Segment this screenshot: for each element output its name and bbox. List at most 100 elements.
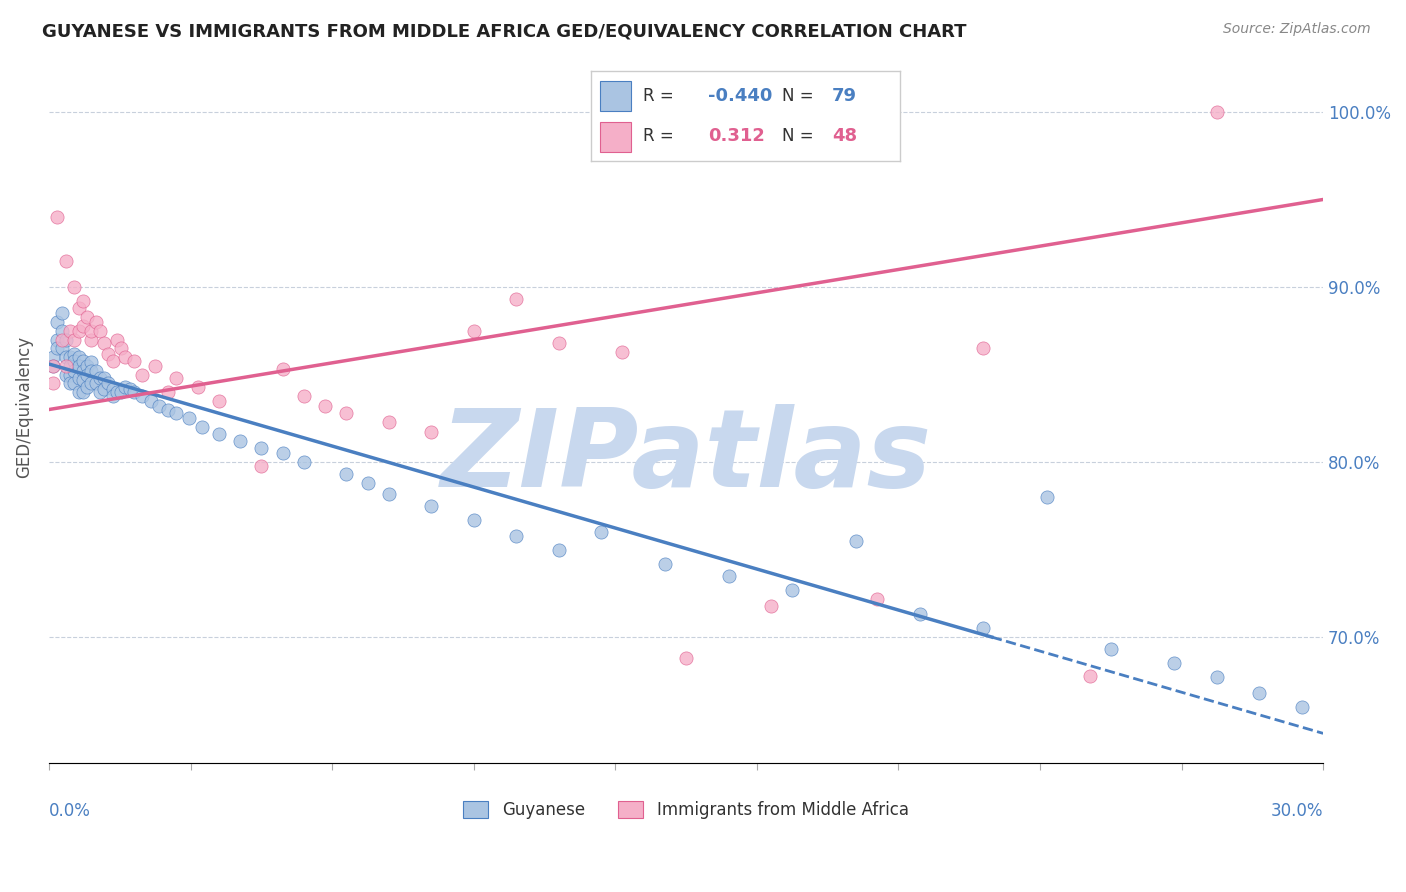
Point [97,346,120,360]
Point [377,415,399,429]
Point [89,371,111,385]
Point [59,324,82,338]
Point [179,411,201,425]
Point [187,380,209,394]
Point [101,388,124,402]
Point [271,446,294,460]
Point [1163,657,1185,671]
Point [208,427,231,442]
Point [59,359,82,373]
Point [72,364,94,378]
Text: Source: ZipAtlas.com: Source: ZipAtlas.com [1223,22,1371,37]
Point [55,350,77,364]
Point [55,368,77,382]
Point [76,310,98,324]
Point [105,384,128,399]
Point [547,542,569,557]
Point [51,333,73,347]
Text: R =: R = [643,87,679,105]
Point [89,384,111,399]
Legend: Guyanese, Immigrants from Middle Africa: Guyanese, Immigrants from Middle Africa [457,795,915,826]
Point [143,359,166,373]
Point [131,368,153,382]
Point [148,399,170,413]
Point [335,467,357,482]
Point [59,350,82,364]
Point [250,458,273,473]
Point [463,513,485,527]
Point [46,341,69,355]
Point [110,384,132,399]
Point [208,393,231,408]
Point [42,376,65,391]
Point [63,376,86,391]
Point [165,371,187,385]
Point [1249,686,1271,700]
Point [972,621,994,635]
Text: 48: 48 [832,127,856,145]
Point [101,382,124,396]
Text: R =: R = [643,127,685,145]
Point [59,368,82,382]
Point [46,315,69,329]
Point [292,455,315,469]
Point [292,388,315,402]
Point [72,353,94,368]
Point [908,607,931,622]
Point [122,353,145,368]
Point [80,333,103,347]
Point [51,341,73,355]
Point [591,524,613,539]
Text: -0.440: -0.440 [709,87,772,105]
Point [139,393,162,408]
Point [55,359,77,373]
FancyBboxPatch shape [600,81,631,111]
Point [191,420,214,434]
Point [1206,670,1229,684]
Text: 79: 79 [832,87,856,105]
Point [72,318,94,333]
Point [156,402,179,417]
Point [1291,700,1313,714]
Point [67,324,90,338]
Point [675,651,697,665]
Point [67,359,90,373]
Point [63,333,86,347]
Point [420,499,443,513]
Point [67,350,90,364]
Point [505,528,527,542]
Point [80,364,103,378]
Point [271,362,294,376]
Point [76,380,98,394]
FancyBboxPatch shape [600,122,631,152]
Point [1078,668,1101,682]
Point [356,476,378,491]
Point [93,382,115,396]
Point [105,333,128,347]
Point [1099,642,1122,657]
Point [80,324,103,338]
Point [46,210,69,224]
Point [72,373,94,387]
Point [72,384,94,399]
Point [63,280,86,294]
Point [84,364,107,378]
Point [420,425,443,440]
Point [1036,490,1059,504]
Point [80,376,103,391]
Point [314,399,336,413]
Point [1206,105,1229,120]
Point [97,376,120,391]
Point [89,324,111,338]
Text: N =: N = [782,87,820,105]
Text: 0.312: 0.312 [709,127,765,145]
Point [866,591,889,606]
Point [59,376,82,391]
Point [335,406,357,420]
Point [229,434,252,448]
Point [42,359,65,373]
Point [63,364,86,378]
Point [72,293,94,308]
Point [51,306,73,320]
Point [80,355,103,369]
